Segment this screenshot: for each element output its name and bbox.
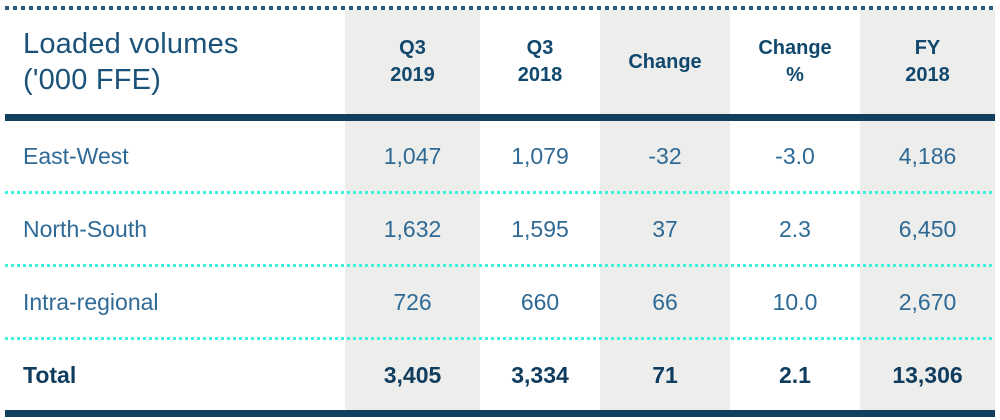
column-header-change-pct: Change % — [730, 10, 860, 114]
column-header-q3-2018: Q3 2018 — [480, 10, 600, 114]
column-header-line: 2018 — [905, 64, 950, 86]
cell-intra-regional-fy-2018: 2,670 — [898, 288, 957, 315]
cell-east-west-q3-2019: 1,047 — [383, 142, 442, 169]
cell-east-west-change-pct: -3.0 — [775, 142, 815, 169]
top-dotted-border — [5, 6, 995, 10]
row-label-total: Total — [23, 361, 77, 388]
table-title-line2: ('000 FFE) — [23, 64, 162, 96]
table-title-line1: Loaded volumes — [23, 28, 239, 60]
column-header-change: Change — [600, 10, 730, 114]
loaded-volumes-table: Loaded volumes ('000 FFE) Q3 2019 Q3 201… — [5, 6, 995, 417]
column-header-line: 2018 — [517, 64, 563, 86]
cell-north-south-change-pct: 2.3 — [779, 215, 811, 242]
column-header-line: Q3 — [526, 37, 554, 59]
cell-north-south-q3-2019: 1,632 — [383, 215, 442, 242]
cell-total-change-pct: 2.1 — [779, 361, 811, 388]
column-header-q3-2019: Q3 2019 — [345, 10, 480, 114]
cell-north-south-fy-2018: 6,450 — [898, 215, 957, 242]
row-label-east-west: East-West — [23, 142, 129, 169]
header-rule — [5, 114, 995, 121]
cell-east-west-q3-2018: 1,079 — [511, 142, 569, 169]
column-shade-q3-2019 — [345, 10, 480, 417]
cell-east-west-change: -32 — [648, 142, 682, 169]
column-header-line: 2019 — [390, 64, 435, 86]
cell-east-west-fy-2018: 4,186 — [898, 142, 957, 169]
cell-intra-regional-change: 66 — [652, 288, 678, 315]
cell-total-change: 71 — [652, 361, 678, 388]
cell-intra-regional-q3-2019: 726 — [393, 288, 432, 315]
column-header-line: % — [786, 64, 804, 86]
row-separator — [5, 264, 995, 267]
cell-north-south-q3-2018: 1,595 — [511, 215, 569, 242]
column-header-fy-2018: FY 2018 — [860, 10, 995, 114]
cell-north-south-change: 37 — [652, 215, 678, 242]
bottom-rule — [5, 410, 995, 417]
cell-intra-regional-q3-2018: 660 — [520, 288, 560, 315]
row-label-intra-regional: Intra-regional — [23, 288, 159, 315]
column-header-line: Change — [758, 37, 832, 59]
row-separator — [5, 191, 995, 194]
column-header-line: Q3 — [399, 37, 426, 59]
column-header-line: FY — [914, 37, 941, 59]
column-header-line: Change — [628, 50, 702, 73]
column-shade-fy-2018 — [860, 10, 995, 417]
column-shade-change — [600, 10, 730, 417]
row-label-north-south: North-South — [23, 215, 148, 242]
cell-intra-regional-change-pct: 10.0 — [772, 288, 818, 315]
cell-total-fy-2018: 13,306 — [892, 361, 963, 388]
cell-total-q3-2019: 3,405 — [383, 361, 442, 388]
table-title: Loaded volumes ('000 FFE) — [5, 10, 345, 114]
cell-total-q3-2018: 3,334 — [511, 361, 569, 388]
row-separator — [5, 337, 995, 340]
